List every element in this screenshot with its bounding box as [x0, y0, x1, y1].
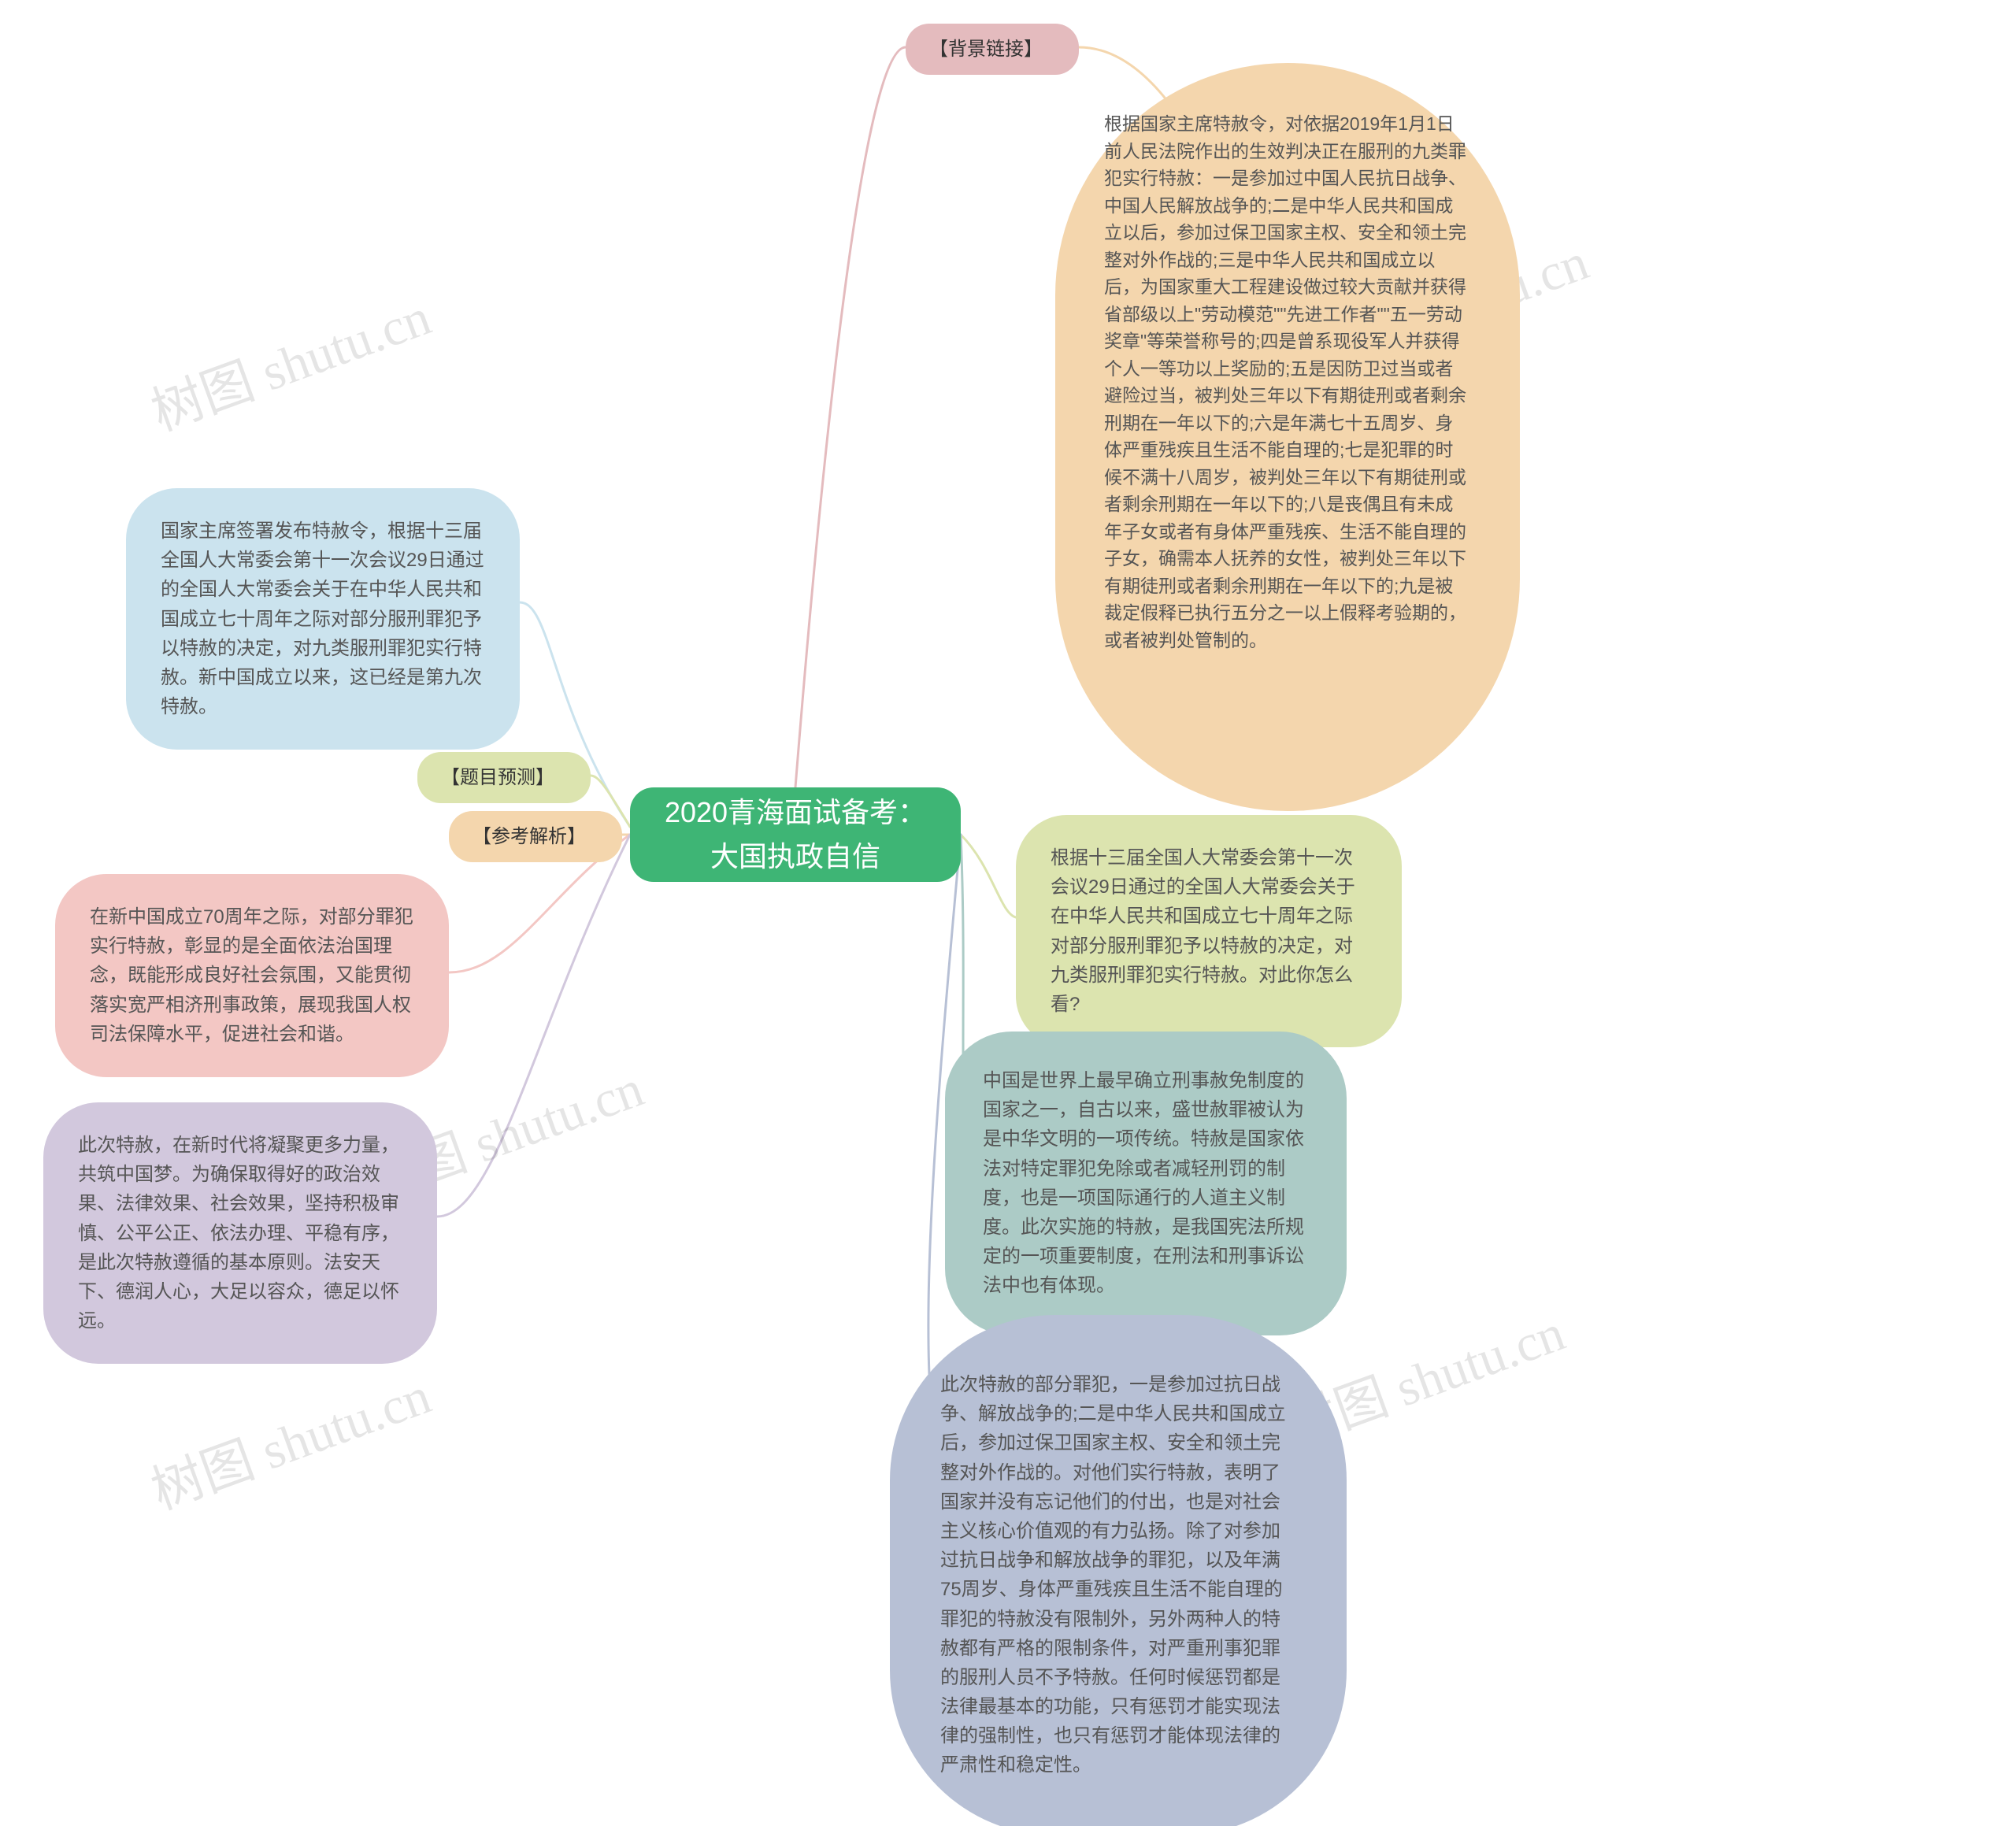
- watermark: 树图 shutu.cn: [139, 1354, 439, 1524]
- node-reference-analysis[interactable]: 【参考解析】: [449, 811, 622, 862]
- node-right-bottom[interactable]: 此次特赦的部分罪犯，一是参加过抗日战争、解放战争的;二是中华人民共和国成立后，参…: [890, 1315, 1347, 1826]
- node-left-top[interactable]: 国家主席签署发布特赦令，根据十三届全国人大常委会第十一次会议29日通过的全国人大…: [126, 488, 520, 750]
- watermark: 树图 shutu.cn: [139, 275, 439, 446]
- node-left-middle[interactable]: 在新中国成立70周年之际，对部分罪犯实行特赦，彰显的是全面依法治国理念，既能形成…: [55, 874, 449, 1077]
- center-node[interactable]: 2020青海面试备考：大国执政自信: [630, 787, 961, 882]
- node-background-detail[interactable]: 根据国家主席特赦令，对依据2019年1月1日前人民法院作出的生效判决正在服刑的九…: [1055, 63, 1520, 811]
- node-right-middle[interactable]: 中国是世界上最早确立刑事赦免制度的国家之一，自古以来，盛世赦罪被认为是中华文明的…: [945, 1032, 1347, 1335]
- mindmap-canvas: 树图 shutu.cn树图 shutu.cn树图 shutu.cn树图 shut…: [0, 0, 2016, 1826]
- node-left-bottom[interactable]: 此次特赦，在新时代将凝聚更多力量，共筑中国梦。为确保取得好的政治效果、法律效果、…: [43, 1102, 437, 1364]
- node-question-predict[interactable]: 【题目预测】: [417, 752, 591, 803]
- node-background-link[interactable]: 【背景链接】: [906, 24, 1079, 75]
- node-right-question[interactable]: 根据十三届全国人大常委会第十一次会议29日通过的全国人大常委会关于在中华人民共和…: [1016, 815, 1402, 1047]
